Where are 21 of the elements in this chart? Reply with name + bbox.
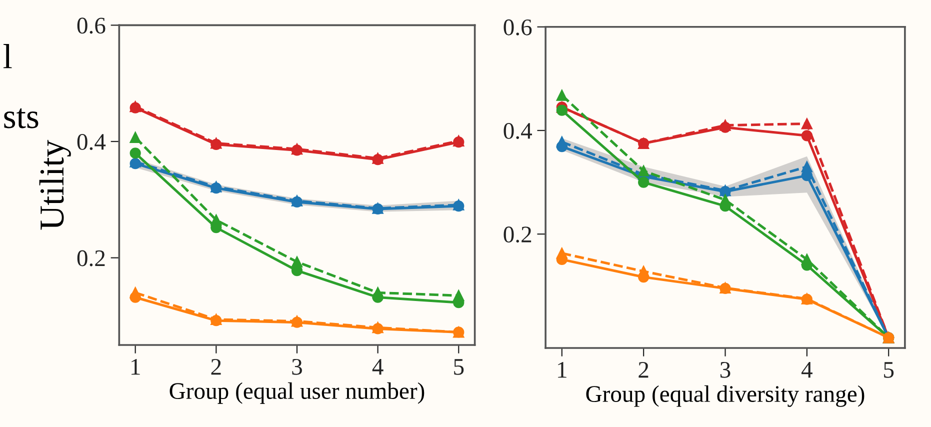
x-axis-title: Group (equal diversity range) xyxy=(586,385,864,407)
x-tick-label: 3 xyxy=(720,362,730,378)
x-tick-label: 4 xyxy=(801,362,812,378)
x-tick-label: 2 xyxy=(211,358,221,375)
x-tick-label: 5 xyxy=(454,359,464,375)
y-tick-label: 0.4 xyxy=(504,122,532,140)
y-axis-title: Utility xyxy=(39,140,71,230)
y-tick-label: 0.6 xyxy=(504,19,532,36)
x-tick-label: 5 xyxy=(884,362,894,378)
x-tick-label: 1 xyxy=(132,359,140,375)
x-axis-title: Group (equal user number) xyxy=(170,382,424,404)
y-tick-label: 0.2 xyxy=(77,250,105,266)
y-tick-label: 0.4 xyxy=(77,134,106,150)
x-tick-label: 2 xyxy=(638,362,648,378)
x-tick-label: 3 xyxy=(292,358,302,375)
text: l xyxy=(3,44,12,68)
y-tick-label: 0.2 xyxy=(504,226,532,243)
x-tick-label: 4 xyxy=(372,359,384,375)
text: sts xyxy=(4,108,38,128)
x-tick-label: 1 xyxy=(558,362,566,378)
y-tick-label: 0.6 xyxy=(77,18,106,34)
